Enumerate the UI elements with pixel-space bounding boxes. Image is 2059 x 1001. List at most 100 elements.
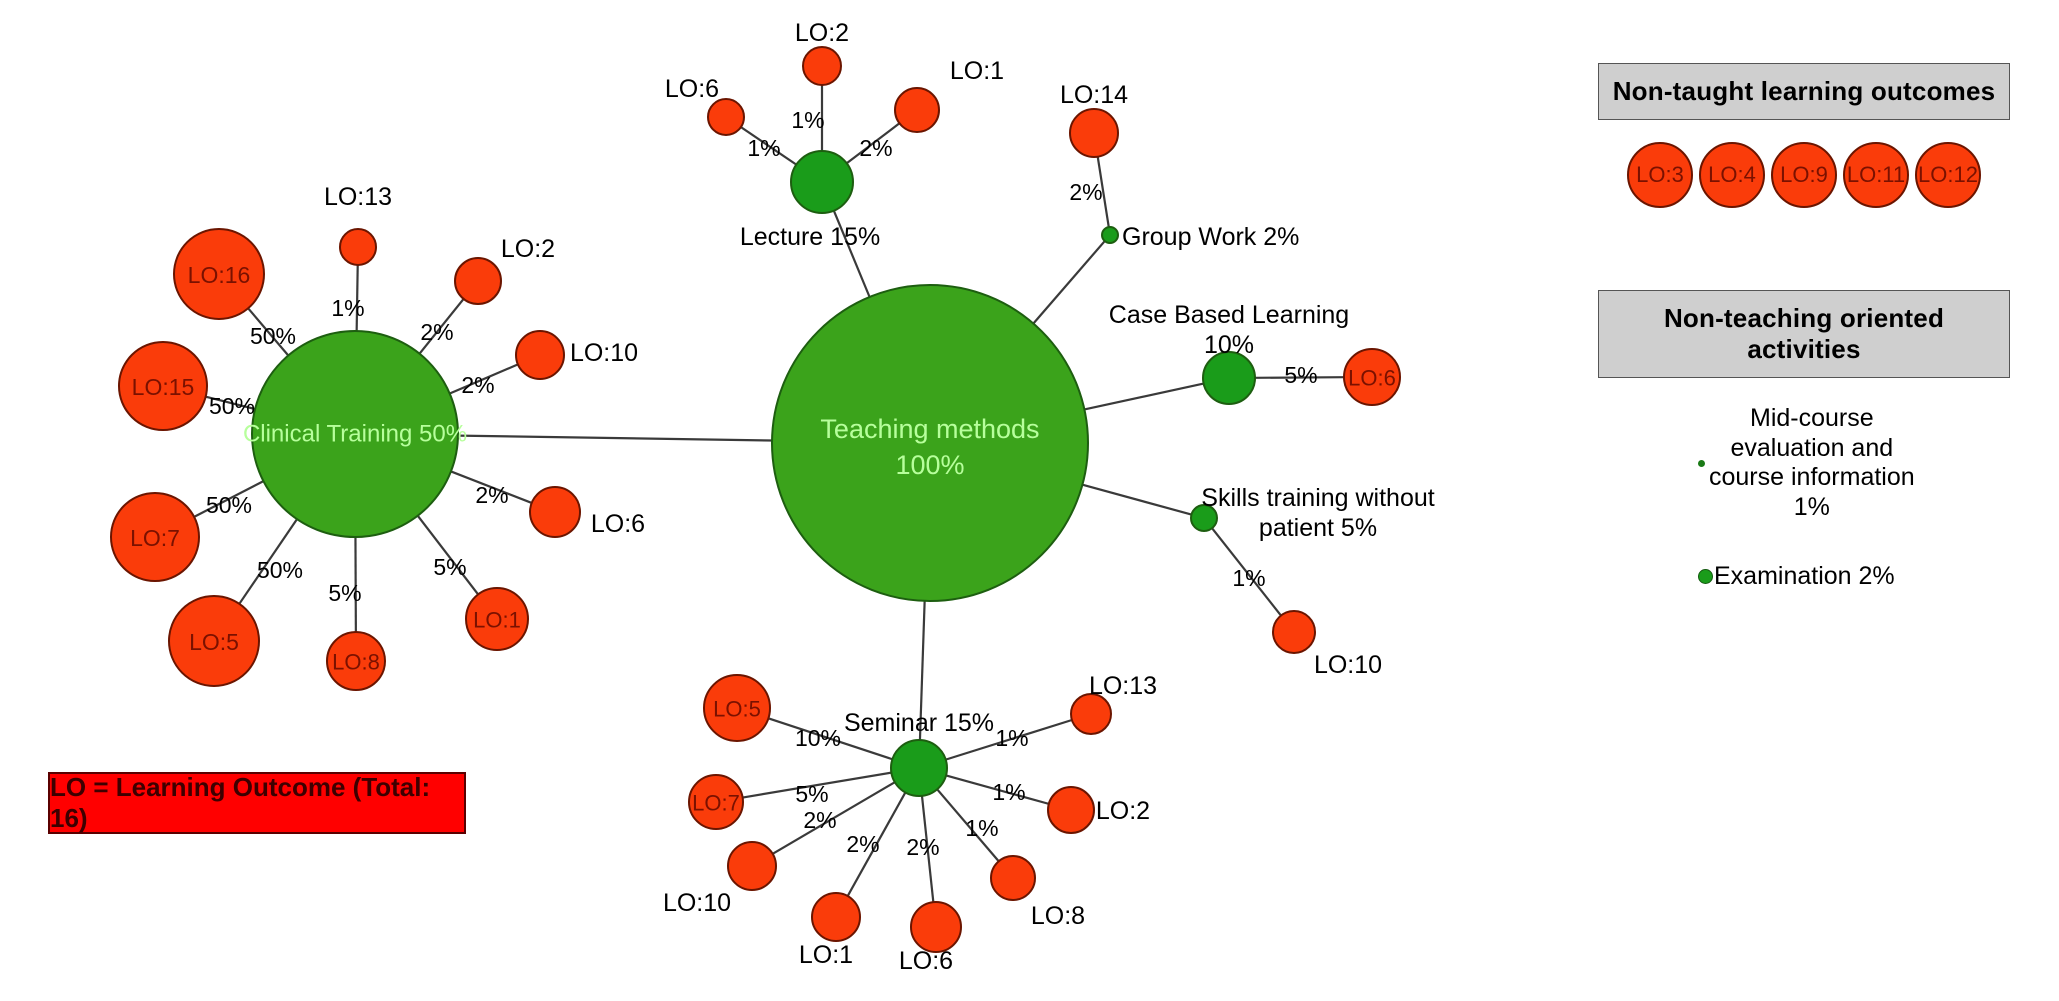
edge-clinical-training-to-LO13-1: [355, 264, 359, 332]
non-taught-panel-header: Non-taught learning outcomes: [1598, 63, 2010, 120]
edge-percent-label: 1%: [965, 815, 998, 841]
non-taught-lo-chip[interactable]: LO:9: [1771, 142, 1837, 208]
lo-node-lo6[interactable]: [910, 901, 962, 953]
edge-percent-label: 5%: [1284, 362, 1317, 388]
non-teaching-activity-row: Mid-course evaluation and course informati…: [1598, 404, 2010, 522]
edge-percent-label: 5%: [328, 580, 361, 606]
lo-node-label: LO:8: [332, 650, 380, 675]
lo-node-label: LO:2: [1096, 797, 1150, 825]
lo-node-lo7[interactable]: [110, 492, 200, 582]
edge-percent-label: 1%: [1232, 565, 1265, 591]
lo-node-lo1[interactable]: [894, 87, 940, 133]
method-node-seminar[interactable]: [890, 739, 948, 797]
lo-node-lo6[interactable]: [707, 98, 745, 136]
lo-node-lo10[interactable]: [515, 330, 565, 380]
edges-layer: [193, 85, 1345, 903]
lo-node-label: LO:5: [189, 629, 239, 655]
edge-lecture-to-LO1-12: [846, 122, 901, 165]
edge-seminar-to-LO10-20: [772, 781, 896, 855]
edge-teaching-methods-to-clinical-training: [457, 434, 773, 442]
edge-percent-label: 1%: [791, 107, 824, 133]
edge-lecture-to-LO6-10: [740, 126, 797, 166]
lo-node-lo1[interactable]: [465, 587, 529, 651]
method-node-label: 10%: [1204, 331, 1254, 359]
lo-node-label: LO:2: [501, 235, 555, 263]
edge-seminar-to-LO5-16: [767, 717, 893, 761]
non-teaching-panel-header: Non-teaching oriented activities: [1598, 290, 2010, 378]
lo-node-label: LO:7: [130, 525, 180, 551]
edge-seminar-to-LO2-19: [945, 774, 1050, 805]
lo-legend-text: LO = Learning Outcome (Total: 16): [50, 772, 431, 833]
non-teaching-item-list: Mid-course evaluation and course informati…: [1598, 404, 2010, 592]
non-teaching-activity-label: Examination 2%: [1714, 562, 1895, 590]
edge-seminar-to-LO13-17: [945, 718, 1073, 761]
lo-node-label: LO:1: [799, 941, 853, 969]
lo-node-label: LO:16: [188, 262, 251, 288]
lo-node-lo6[interactable]: [1343, 348, 1401, 406]
lo-legend-box: LO = Learning Outcome (Total: 16): [48, 772, 466, 834]
method-node-group-work[interactable]: [1101, 226, 1119, 244]
edge-percent-label: 5%: [433, 554, 466, 580]
lo-node-lo5[interactable]: [703, 674, 771, 742]
method-node-lecture[interactable]: [790, 150, 854, 214]
non-taught-lo-chip[interactable]: LO:12: [1915, 142, 1981, 208]
edge-teaching-methods-to-group-work: [1032, 240, 1106, 325]
non-teaching-activity-label: Mid-course evaluation and course informati…: [1709, 404, 1915, 521]
edge-clinical-training-to-LO2-2: [418, 298, 465, 355]
lo-node-label: LO:13: [1089, 672, 1157, 700]
lo-node-lo2[interactable]: [454, 257, 502, 305]
lo-node-label: LO:6: [591, 510, 645, 538]
lo-node-lo2[interactable]: [802, 46, 842, 86]
hub-node-clinical-training[interactable]: [251, 330, 459, 538]
non-taught-lo-chip[interactable]: LO:3: [1627, 142, 1693, 208]
small-green-dot-icon: [1698, 569, 1713, 585]
lo-node-lo1[interactable]: [811, 892, 861, 942]
method-node-label: Skills training without: [1201, 484, 1434, 512]
edge-percent-label: 1%: [331, 295, 364, 321]
edge-clinical-training-to-LO10-3: [449, 363, 519, 395]
edge-clinical-training-to-LO5-8: [238, 518, 298, 605]
edge-percent-label: 1%: [992, 779, 1025, 805]
lo-node-label: LO:5: [713, 697, 761, 722]
lo-node-label: LO:15: [132, 374, 195, 400]
lo-node-label: LO:13: [324, 183, 392, 211]
edge-clinical-training-to-LO7-6: [193, 480, 264, 518]
edge-percent-label: 50%: [206, 492, 252, 518]
non-teaching-activities-panel: Non-teaching oriented activities Mid-cou…: [1598, 290, 2010, 592]
lo-node-lo13[interactable]: [1070, 693, 1112, 735]
lo-node-lo5[interactable]: [168, 595, 260, 687]
lo-node-lo15[interactable]: [118, 341, 208, 431]
lo-node-label: LO:1: [950, 57, 1004, 85]
lo-node-lo16[interactable]: [173, 228, 265, 320]
lo-node-lo7[interactable]: [688, 774, 744, 830]
lo-node-lo6[interactable]: [529, 486, 581, 538]
method-node-skills-training[interactable]: [1190, 504, 1218, 532]
lo-node-label: LO:14: [1060, 81, 1128, 109]
non-taught-lo-chip[interactable]: LO:4: [1699, 142, 1765, 208]
method-node-label: patient 5%: [1259, 514, 1377, 542]
hub-node-teaching-methods[interactable]: [771, 284, 1089, 602]
edge-percent-label: 50%: [250, 323, 296, 349]
lo-node-label: LO:1: [473, 608, 521, 633]
lo-node-lo10[interactable]: [727, 841, 777, 891]
method-node-label: Seminar 15%: [844, 709, 994, 737]
lo-node-lo8[interactable]: [326, 631, 386, 691]
lo-node-label: LO:6: [1348, 366, 1396, 391]
lo-node-label: LO:10: [663, 889, 731, 917]
method-node-label: Case Based Learning: [1109, 301, 1349, 329]
edge-clinical-training-to-LO15-4: [205, 395, 256, 411]
labels-layer: LO:16 50% LO:13 1% LO:2 2% LO:10 2% LO:15 50% LO:6…: [130, 19, 1435, 975]
lo-node-lo14[interactable]: [1069, 108, 1119, 158]
method-node-case-based-learning[interactable]: [1202, 351, 1256, 405]
lo-node-lo8[interactable]: [990, 855, 1036, 901]
lo-node-lo13[interactable]: [339, 228, 377, 266]
edge-percent-label: 2%: [475, 482, 508, 508]
lo-node-lo10[interactable]: [1272, 610, 1316, 654]
edge-clinical-training-to-LO1-7: [416, 515, 479, 596]
non-taught-lo-chip[interactable]: LO:11: [1843, 142, 1909, 208]
tiny-green-dot-icon: [1698, 459, 1705, 467]
method-node-label: Lecture 15%: [740, 223, 880, 251]
edge-percent-label: 5%: [795, 781, 828, 807]
lo-node-lo2[interactable]: [1047, 786, 1095, 834]
